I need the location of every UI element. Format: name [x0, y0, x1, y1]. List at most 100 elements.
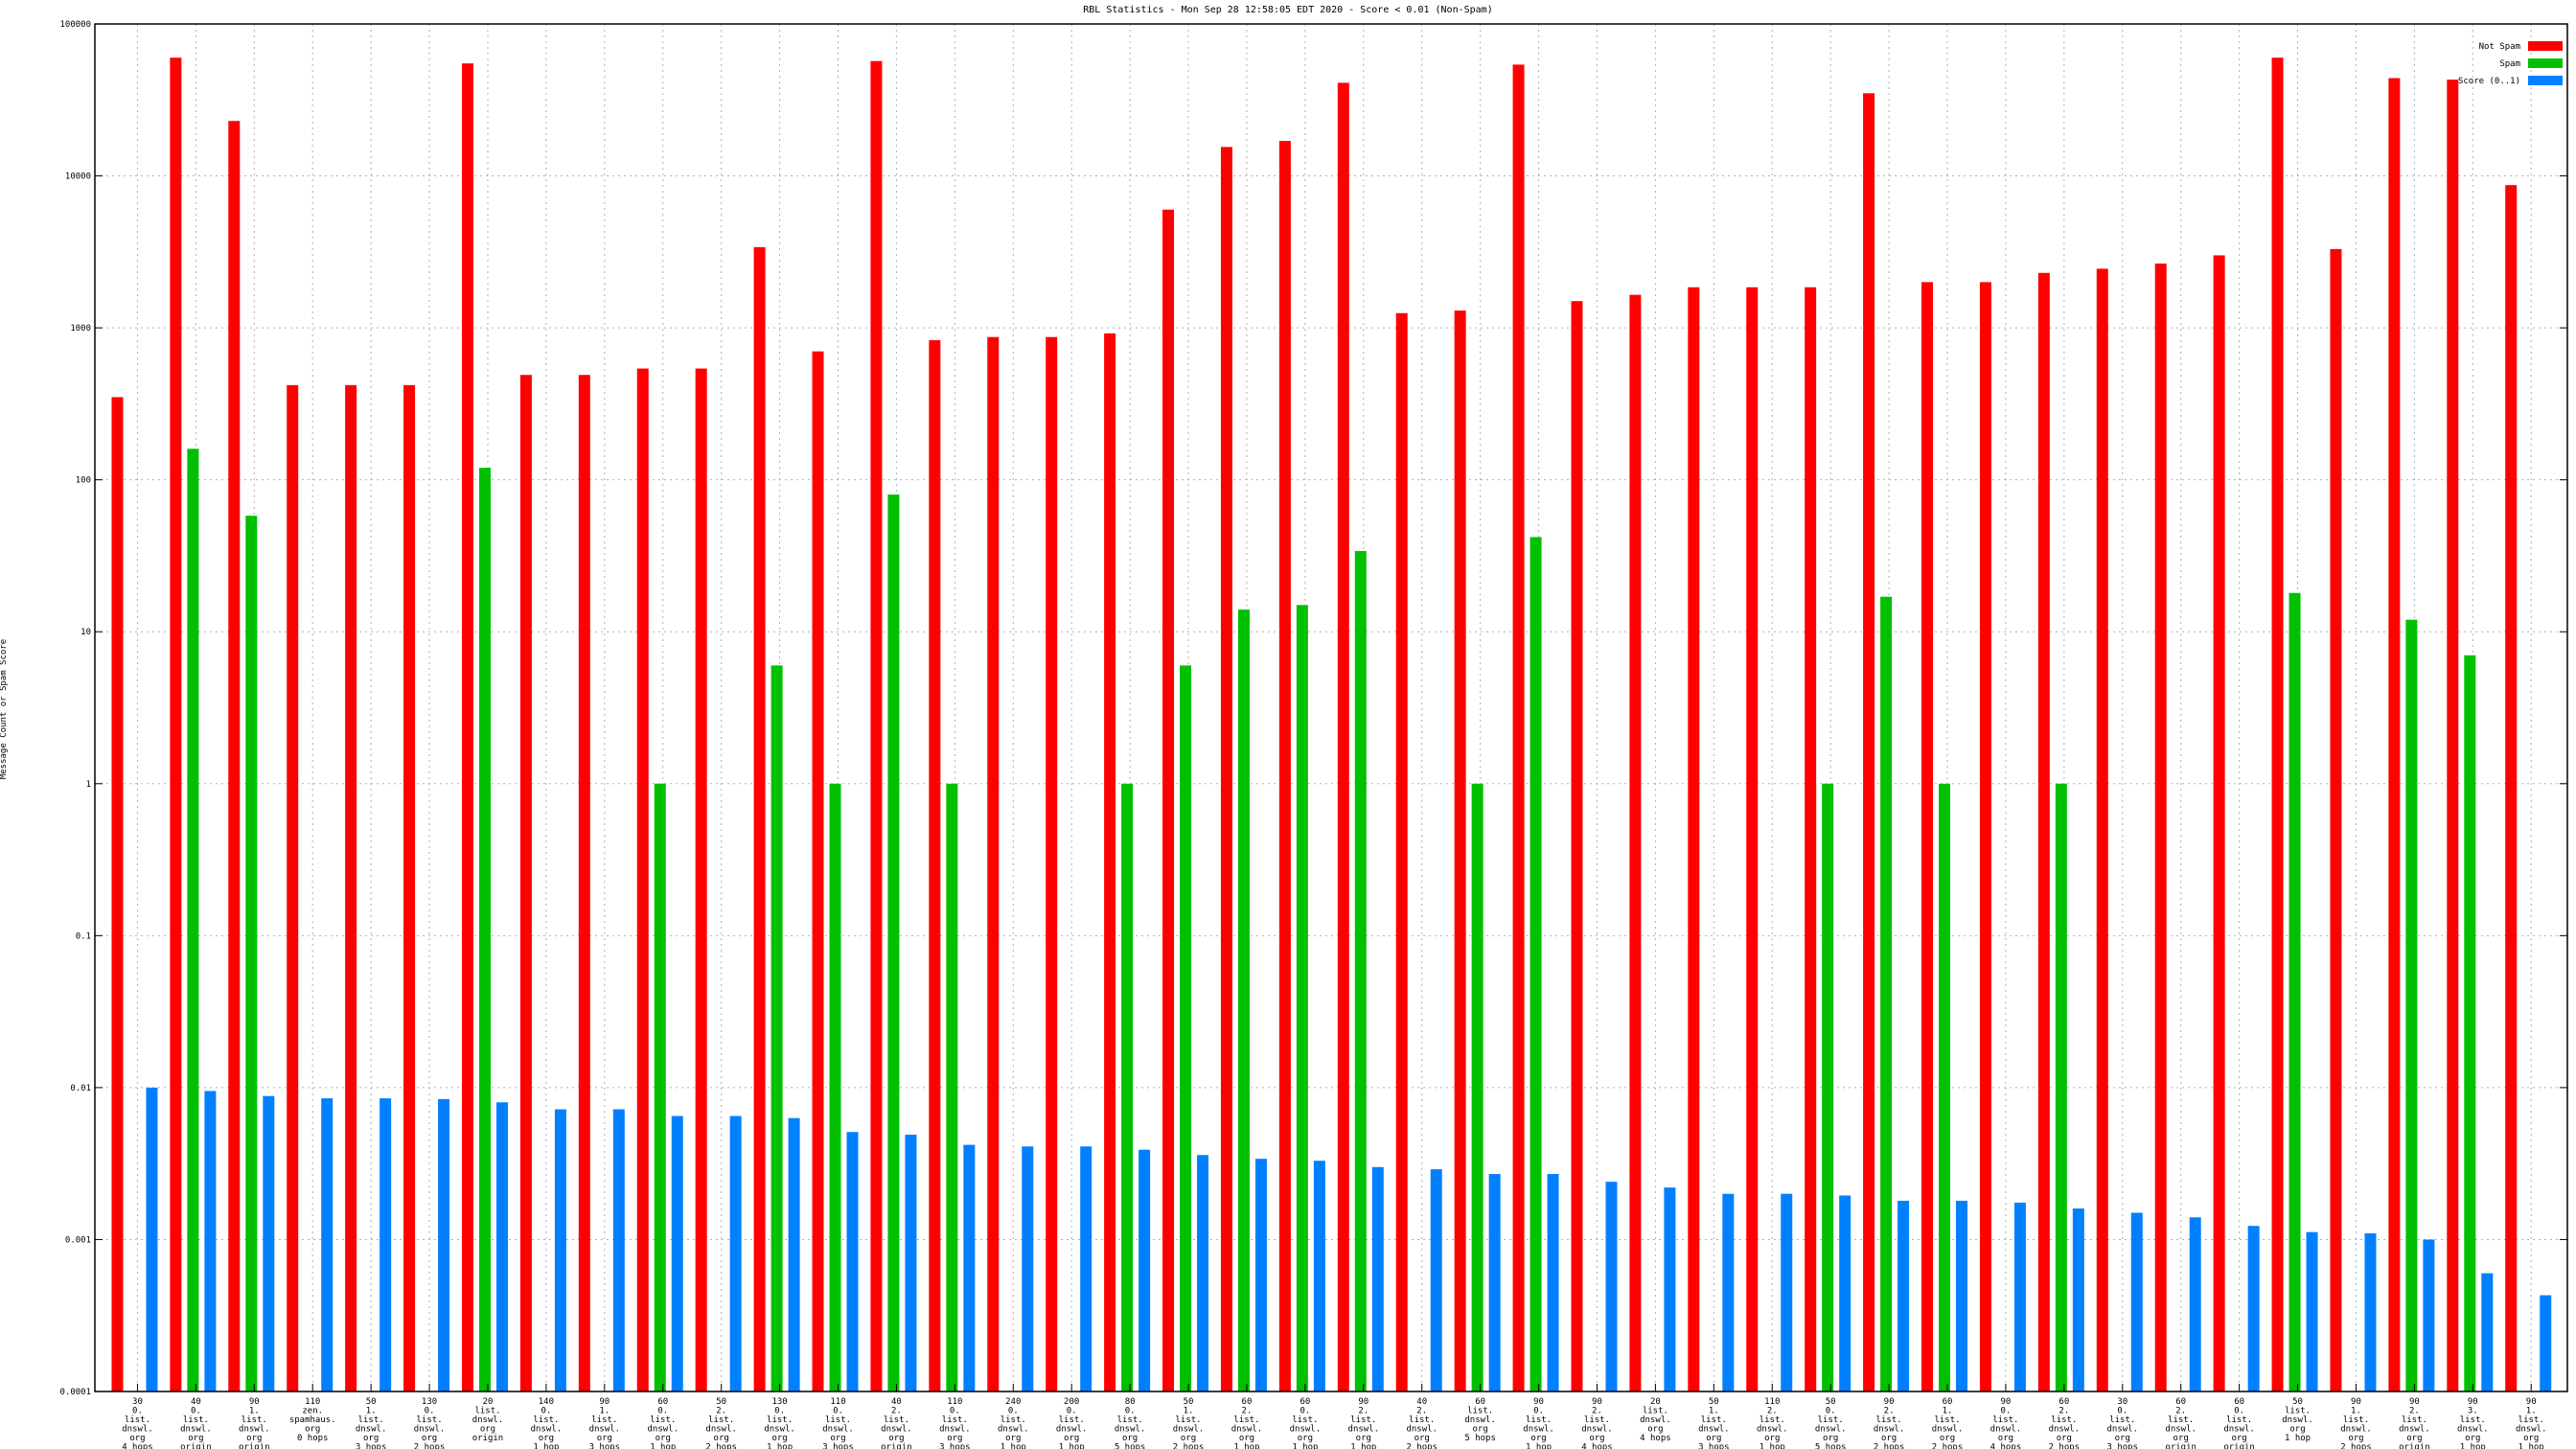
- x-tick-label-line: org: [480, 1425, 495, 1435]
- x-tick-label-line: 60: [1943, 1397, 1953, 1407]
- x-tick-label-line: dnswl.: [414, 1425, 446, 1435]
- x-tick-label-line: dnswl.: [2282, 1415, 2313, 1425]
- bar-spam: [1939, 783, 1951, 1392]
- x-tick-label-line: list.: [1000, 1415, 1026, 1425]
- x-tick-label-line: 1 hop: [1000, 1443, 1026, 1449]
- y-tick-label: 100000: [59, 20, 91, 30]
- bar-not-spam: [1454, 310, 1466, 1392]
- x-tick-label-line: 2 hops: [2340, 1443, 2372, 1449]
- bar-not-spam: [1395, 312, 1408, 1392]
- x-tick-label-line: list.: [242, 1415, 267, 1425]
- x-tick-label-line: 2 hops: [1932, 1443, 1964, 1449]
- x-tick-label-line: list.: [884, 1415, 909, 1425]
- x-tick-label-line: 1 hop: [1760, 1443, 1785, 1449]
- x-tick-label-line: 3 hops: [939, 1443, 971, 1449]
- x-tick-label-line: 2.: [2058, 1407, 2069, 1416]
- x-tick-label-line: origin: [2165, 1443, 2196, 1449]
- legend-label: Spam: [2499, 59, 2520, 69]
- x-tick-label-line: list.: [417, 1415, 443, 1425]
- x-tick-label-line: 50: [716, 1397, 726, 1407]
- x-tick-label-line: 1 hop: [650, 1443, 676, 1449]
- x-tick-label-line: list.: [2168, 1415, 2194, 1425]
- x-tick-label-line: 2.: [1416, 1407, 1427, 1416]
- bar-score-0-1: [321, 1098, 334, 1392]
- x-tick-label-line: 1 hop: [1526, 1443, 1552, 1449]
- x-tick-label-line: org: [1706, 1434, 1721, 1443]
- x-tick-label-line: list.: [533, 1415, 559, 1425]
- x-tick-label-line: 0.: [1125, 1407, 1136, 1416]
- bar-score-0-1: [1722, 1193, 1735, 1392]
- x-tick-label-line: origin: [180, 1443, 212, 1449]
- bar-not-spam: [461, 63, 473, 1392]
- x-tick-label-line: org: [188, 1434, 203, 1443]
- bar-not-spam: [1629, 294, 1642, 1392]
- x-tick-label-line: org: [539, 1434, 554, 1443]
- x-tick-label-line: 1.: [2351, 1407, 2361, 1416]
- x-tick-label-line: 0.: [425, 1407, 435, 1416]
- x-tick-label-line: org: [1647, 1425, 1663, 1435]
- x-tick-label-line: org: [830, 1434, 845, 1443]
- x-tick-label-line: dnswl.: [1115, 1425, 1146, 1435]
- bar-score-0-1: [380, 1098, 392, 1392]
- x-tick-label-line: dnswl.: [1290, 1425, 1322, 1435]
- x-tick-label-line: dnswl.: [2049, 1425, 2081, 1435]
- bar-not-spam: [2447, 80, 2459, 1392]
- x-tick-label-line: org: [2523, 1434, 2539, 1443]
- legend-label: Not Spam: [2479, 42, 2520, 52]
- x-tick-label-line: dnswl.: [1640, 1415, 1671, 1425]
- x-tick-label-line: org: [1356, 1434, 1371, 1443]
- x-tick-label-line: list.: [1526, 1415, 1552, 1425]
- bar-score-0-1: [1781, 1193, 1793, 1392]
- x-tick-label-line: 3 hops: [1698, 1443, 1730, 1449]
- bar-score-0-1: [2306, 1231, 2318, 1392]
- bar-not-spam: [2096, 268, 2108, 1392]
- x-tick-label-line: dnswl.: [1173, 1425, 1205, 1435]
- x-tick-label-line: 0.: [132, 1407, 143, 1416]
- x-tick-label-line: org: [888, 1434, 904, 1443]
- y-tick-label: 1: [86, 780, 91, 790]
- bar-not-spam: [1220, 147, 1232, 1392]
- x-tick-label-line: 1.: [1943, 1407, 1953, 1416]
- x-tick-label-line: org: [246, 1434, 262, 1443]
- x-tick-label-line: 20: [483, 1397, 494, 1407]
- bar-spam: [1530, 537, 1542, 1392]
- x-tick-label-line: 0.: [540, 1407, 551, 1416]
- x-tick-label-line: org: [1122, 1434, 1138, 1443]
- x-tick-label-line: 0.: [1826, 1407, 1836, 1416]
- x-tick-label-line: list.: [1233, 1415, 1259, 1425]
- x-tick-label-line: 1.: [2526, 1407, 2537, 1416]
- x-tick-label-line: 110: [830, 1397, 845, 1407]
- x-tick-label-line: 30: [132, 1397, 143, 1407]
- x-tick-label-line: org: [1005, 1434, 1021, 1443]
- x-tick-label-line: 1.: [1709, 1407, 1719, 1416]
- y-axis-label: Message Count or Spam Score: [0, 639, 9, 779]
- bar-not-spam: [987, 336, 1000, 1392]
- x-tick-label-line: 0.: [191, 1407, 201, 1416]
- x-tick-label-line: list.: [2460, 1415, 2486, 1425]
- x-tick-label-line: dnswl.: [2516, 1425, 2547, 1435]
- bar-not-spam: [403, 384, 416, 1392]
- bar-score-0-1: [1371, 1166, 1384, 1392]
- x-tick-label-line: org: [2465, 1434, 2480, 1443]
- x-tick-label-line: 2 hops: [705, 1443, 737, 1449]
- y-tick-label: 100: [76, 476, 91, 486]
- x-tick-label-line: 110: [305, 1397, 320, 1407]
- x-tick-label-line: 90: [1533, 1397, 1544, 1407]
- x-tick-label-line: 0.: [833, 1407, 843, 1416]
- bar-score-0-1: [2189, 1217, 2201, 1392]
- x-tick-label-line: org: [1589, 1434, 1604, 1443]
- bar-spam: [1471, 783, 1484, 1392]
- bar-not-spam: [753, 246, 766, 1392]
- x-tick-label-line: 90: [1592, 1397, 1602, 1407]
- x-tick-label-line: 3 hops: [589, 1443, 621, 1449]
- bar-spam: [887, 494, 900, 1392]
- x-tick-label-line: list.: [1059, 1415, 1085, 1425]
- x-tick-label-line: 1.: [366, 1407, 377, 1416]
